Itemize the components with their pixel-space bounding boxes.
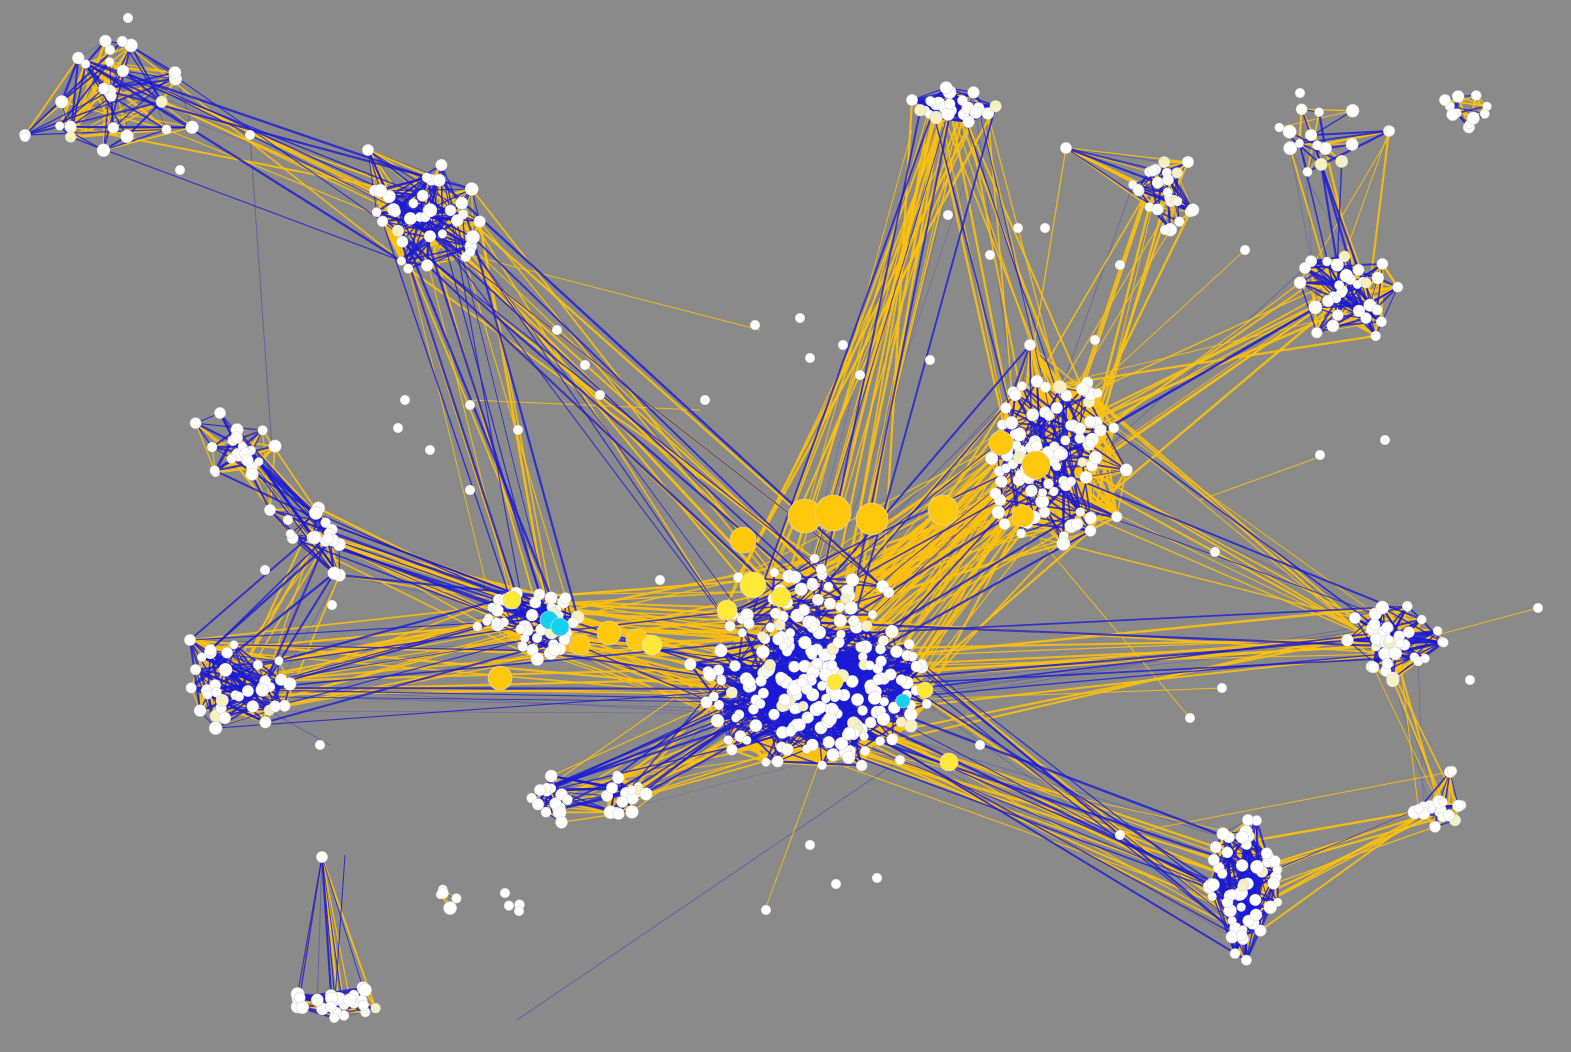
graph-edge	[1289, 148, 1364, 283]
graph-edge	[195, 422, 217, 473]
graph-edge	[1301, 108, 1353, 112]
graph-edge	[198, 652, 212, 711]
graph-edge	[103, 126, 193, 151]
graph-edge	[803, 391, 1014, 611]
graph-edge	[426, 256, 466, 267]
graph-edge	[862, 624, 1375, 711]
graph-edge	[249, 134, 273, 451]
graph-edge	[70, 101, 162, 138]
graph-edge	[189, 638, 280, 662]
graph-edge	[24, 57, 80, 136]
graph-edge	[70, 128, 167, 139]
graph-edge	[1061, 184, 1134, 387]
graph-edge	[1417, 661, 1425, 814]
graph-edge	[1289, 148, 1312, 262]
graph-edge	[1279, 110, 1353, 128]
graph-edge	[58, 63, 87, 127]
graph-edge	[788, 450, 1007, 577]
graph-edge	[471, 188, 474, 238]
graph-edge	[516, 759, 901, 1021]
graph-edge	[828, 113, 989, 587]
graph-edge	[316, 856, 323, 1000]
